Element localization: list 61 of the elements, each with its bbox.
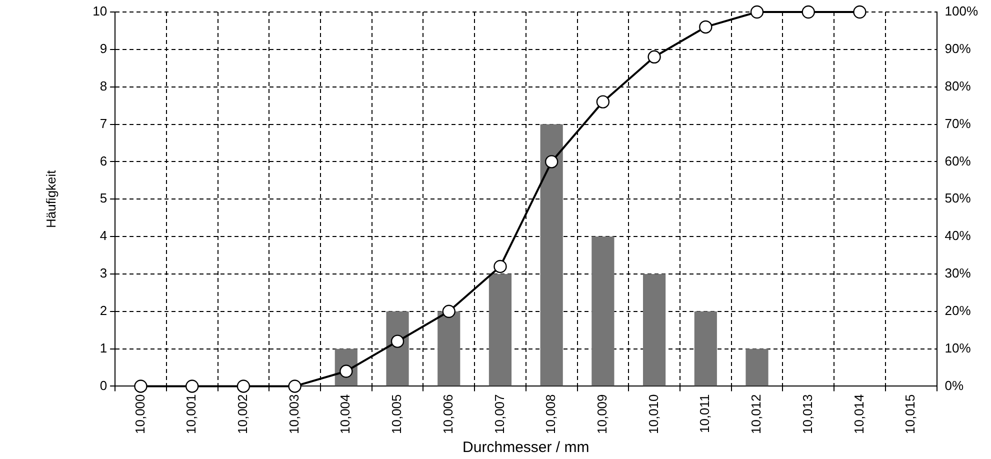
y-tick-label: 8 [100,78,108,94]
y-tick-label: 1 [100,340,108,356]
y-tick-label: 7 [100,116,108,131]
y-tick-label: 4 [100,228,108,244]
y-tick-label: 5 [100,190,108,206]
y2-tick-label: 80% [944,78,972,94]
x-tick-label: 10,010 [646,394,661,434]
y2-tick-label: 0% [944,378,964,393]
point [544,155,558,168]
bar [592,236,614,386]
y2-tick-label: 90% [944,41,972,56]
x-tick-label: 10,003 [286,394,302,434]
x-tick-label: 10,008 [543,394,558,434]
point [442,304,456,318]
y-axis-title: Häufigkeit [43,170,58,228]
point [494,260,507,274]
y-tick-label: 0 [100,378,108,393]
x-tick-label: 10,014 [851,394,866,434]
point [236,380,250,393]
point [802,5,815,19]
point [596,95,610,108]
x-tick-label: 10,006 [440,394,456,434]
x-tick-label: 10,007 [492,394,507,434]
point [390,334,404,348]
point [134,380,148,393]
x-axis-title: Durchmesser / mm [462,439,590,456]
x-tick-label: 10,000 [132,394,148,434]
y2-tick-label: 40% [944,228,972,244]
x-tick-label: 10,004 [338,394,353,434]
bar [540,124,563,386]
x-tick-label: 10,011 [697,394,712,434]
bar [488,274,512,386]
y-tick-label: 2 [100,302,108,318]
y2-tick-label: 60% [944,153,972,168]
y-tick-label: 6 [100,153,108,168]
y2-tick-label: 20% [944,302,972,318]
y2-tick-label: 100% [944,4,978,19]
bar [642,274,666,386]
point [648,50,661,64]
bar [386,311,409,386]
x-tick-label: 10,013 [800,394,815,434]
point [288,380,302,393]
x-tick-label: 10,001 [184,394,199,434]
x-tick-label: 10,002 [235,394,250,434]
y2-tick-label: 30% [944,266,972,281]
bar [746,348,768,386]
point [185,380,199,393]
y2-tick-label: 50% [944,190,972,206]
point [699,20,712,34]
y2-tick-label: 10% [944,340,972,356]
x-tick-label: 10,012 [748,394,764,434]
bar [438,311,460,386]
y2-tick-label: 70% [944,116,972,131]
bar [694,311,717,386]
x-tick-label: 10,005 [389,394,404,434]
y-tick-label: 10 [92,4,108,19]
y-tick-label: 3 [100,266,108,281]
x-tick-label: 10,015 [902,394,918,434]
x-tick-label: 10,009 [594,394,610,434]
y-tick-label: 9 [100,41,108,56]
point [750,5,764,19]
